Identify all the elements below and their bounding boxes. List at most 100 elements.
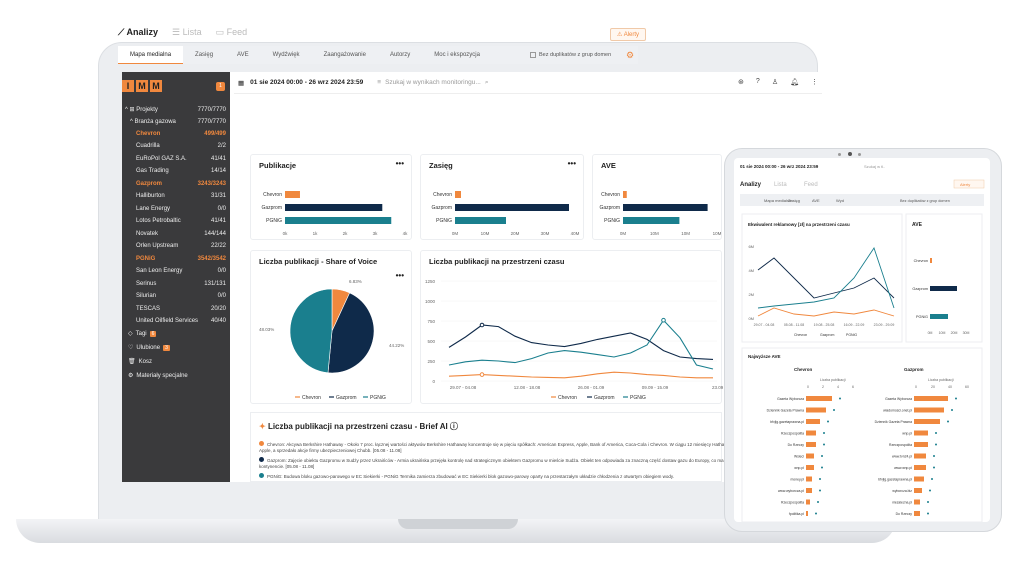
x-tick: 29.07 - 04.08: [450, 385, 477, 390]
tablet-row-label: Do Rzeczy: [788, 443, 805, 447]
sidebar-item[interactable]: United Oilfield Services 40/40: [122, 316, 226, 327]
x-tick: 12.08 - 18.08: [514, 385, 541, 390]
sidebar-item-projects[interactable]: ^ ⊞ Projekty 7770/7770: [122, 104, 226, 115]
sidebar-item-label: TESCAS: [136, 305, 161, 312]
search-input[interactable]: ≡ Szukaj w wynikach monitoringu... ⌕: [377, 79, 488, 87]
tab[interactable]: Zasięg: [195, 52, 214, 58]
bar: [455, 204, 569, 211]
sidebar-menu-item[interactable]: ◇ Tagi 6: [128, 330, 157, 337]
sidebar-item-label: Serinus: [136, 280, 157, 287]
sidebar-item[interactable]: Novatek 144/144: [122, 228, 226, 239]
tablet-alert-button: [953, 179, 985, 189]
sidebar-menu-item[interactable]: 🗑︎ Kosz: [128, 358, 152, 366]
tablet-row-dot: [933, 455, 935, 457]
sidebar-menu-item[interactable]: ♡ Ulubione 3: [128, 344, 170, 351]
sparkle-icon: ✦: [259, 422, 266, 431]
logo[interactable]: I M M: [122, 80, 162, 92]
tab[interactable]: Autorzy: [389, 52, 411, 58]
tick-label: 0M: [620, 231, 627, 236]
ave-panel: AVE Chevron Gazprom PGNiG 0M 10M 10M 10M: [592, 154, 722, 240]
tablet-series-line: [757, 257, 895, 299]
analizy-tab[interactable]: ⟋ Analizy: [118, 27, 158, 37]
sidebar-item[interactable]: TESCAS 20/20: [122, 303, 226, 314]
tablet-tab: Mapa medialna: [764, 198, 792, 203]
tab[interactable]: Mapa medialna: [118, 46, 184, 64]
sidebar-menu-item[interactable]: ⚙ Materiały specjalne: [128, 372, 188, 380]
tablet-row-dot: [933, 466, 935, 469]
bar-label: Gazprom: [431, 205, 452, 211]
zasieg-panel: Zasięg ••• Chevron Gazprom PGNiG 0M 10M 20M 30…: [420, 154, 584, 240]
tick-label: 2k: [343, 231, 349, 236]
tablet-tick: 20: [931, 385, 935, 389]
help-icon[interactable]: ?: [755, 78, 760, 85]
tablet-row-bar: [914, 488, 922, 493]
gear-icon[interactable]: ⚙: [626, 50, 635, 60]
tablet-tab: Wyd: [836, 198, 844, 203]
menu-icon[interactable]: ⋮: [811, 79, 818, 86]
alerts-button[interactable]: ⚠ Alerty: [610, 28, 647, 41]
sidebar-item[interactable]: Gazprom 3243/3243: [122, 178, 226, 189]
tablet-row-dot: [823, 432, 825, 434]
alerts-label: Alerty: [623, 32, 640, 38]
settings-icon[interactable]: ⊛: [738, 79, 744, 86]
sidebar-item-label: EuRoPol GAZ S.A.: [136, 155, 187, 162]
tablet-alert-label: Alerty: [960, 182, 970, 187]
tab[interactable]: Wydźwięk: [272, 52, 300, 58]
lista-tab[interactable]: ☰ Lista: [171, 27, 202, 37]
tablet-row-label: fpolitika.pl: [789, 512, 804, 516]
tablet-row-dot: [819, 478, 821, 480]
tablet-col-sub: Liczba publikacji: [820, 378, 846, 382]
sidebar-item[interactable]: Serinus 131/131: [122, 278, 226, 289]
tablet-ave-label: PGNiG: [916, 315, 928, 319]
tab[interactable]: Zaangażowanie: [323, 52, 366, 58]
tablet-row-label: wiadomosci.onet.pl: [883, 409, 912, 413]
tablet-tick: 2: [822, 385, 824, 389]
date-range[interactable]: 01 sie 2024 00:00 - 26 wrz 2024 23:59: [250, 79, 364, 86]
sidebar-item-count: 31/31: [210, 193, 226, 199]
sidebar-item[interactable]: PGNiG 3542/3542: [122, 253, 226, 264]
search-placeholder: Szukaj w wynikach monitoringu...: [385, 79, 481, 86]
sidebar-item[interactable]: EuRoPol GAZ S.A. 41/41: [122, 153, 226, 164]
sidebar-item[interactable]: Orlen Upstream 22/22: [122, 241, 226, 252]
series-line: [448, 324, 714, 360]
y-tick: 1250: [425, 279, 436, 284]
more-icon[interactable]: •••: [395, 271, 404, 280]
checkbox[interactable]: [530, 52, 536, 58]
bell-icon[interactable]: 🔔︎: [790, 79, 799, 86]
y-tick: 750: [427, 319, 435, 324]
duplicates-label: Bez duplikatów z grup domen: [539, 52, 612, 58]
sidebar-item-count: 41/41: [210, 155, 226, 162]
duplicates-toggle[interactable]: Bez duplikatów z grup domen: [530, 52, 611, 58]
lista-label: Lista: [182, 27, 202, 37]
sidebar-item[interactable]: Lane Energy 0/0: [122, 203, 226, 214]
tab[interactable]: AVE: [237, 52, 249, 58]
tablet-legend: PGNiG: [846, 333, 857, 337]
sidebar-item[interactable]: Halliburton 31/31: [122, 191, 226, 202]
notification-badge[interactable]: 1: [216, 82, 225, 91]
tick-label: 0k: [283, 231, 289, 236]
more-icon[interactable]: •••: [395, 159, 404, 168]
sidebar-item[interactable]: Lotos Petrobaltic 41/41: [122, 216, 226, 227]
sidebar-item[interactable]: Cuadrilla 2/2: [122, 141, 226, 152]
camera-icon: [848, 152, 852, 156]
sidebar-item-label: Cuadrilla: [136, 143, 160, 149]
tablet-row-bar: [806, 430, 816, 436]
info-icon[interactable]: ⓘ: [449, 422, 458, 431]
sidebar-item-branch[interactable]: ^ Branża gazowa 7770/7770: [122, 116, 226, 127]
sidebar-item-count: 7770/7770: [197, 118, 226, 125]
data-point: [479, 322, 485, 328]
sidebar-item[interactable]: Chevron 499/499: [122, 128, 226, 139]
sidebar-item[interactable]: San Leon Energy 0/0: [122, 266, 226, 277]
tab[interactable]: Moc i ekspozycja: [434, 52, 480, 58]
tablet-top-title: Najwyższe AVE: [748, 354, 781, 359]
user-icon[interactable]: ♙: [771, 79, 779, 86]
feed-tab[interactable]: ▭ Feed: [215, 27, 248, 37]
sidebar-item[interactable]: Silurian 0/0: [122, 291, 226, 302]
sidebar-item[interactable]: Gas Trading 14/14: [122, 166, 226, 177]
sensor-icon: [858, 153, 861, 156]
more-icon[interactable]: •••: [567, 159, 576, 168]
tablet-row-bar: [914, 430, 928, 436]
panel-title: Liczba publikacji na przestrzeni czasu: [429, 257, 565, 266]
tablet-row-dot: [931, 478, 933, 480]
sidebar-item-count: 20/20: [210, 305, 226, 312]
